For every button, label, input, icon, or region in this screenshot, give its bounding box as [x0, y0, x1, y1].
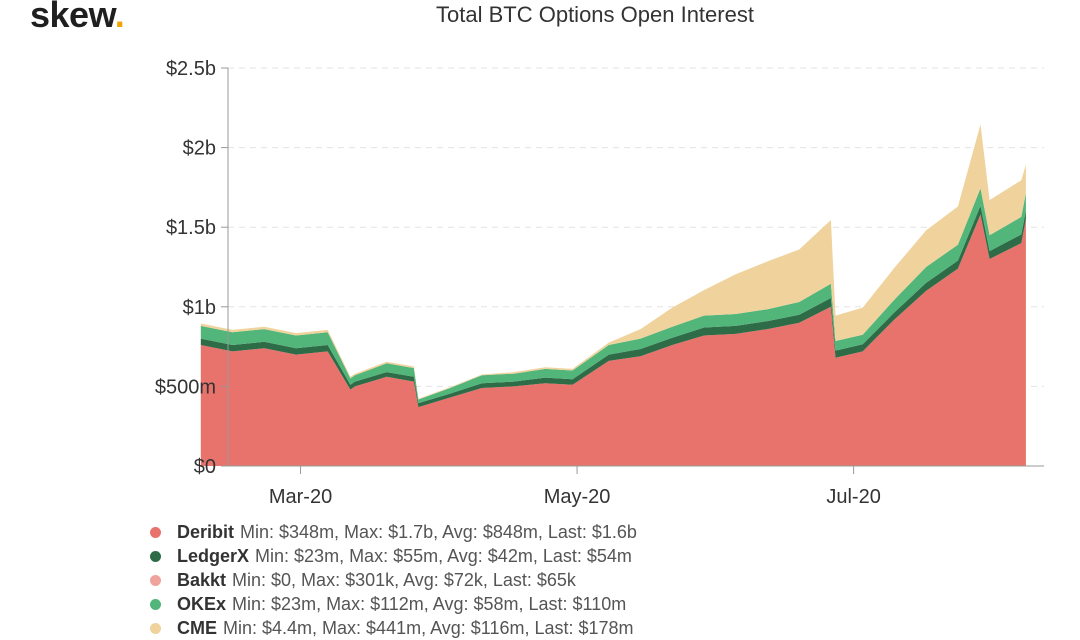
y-tick-label: $1.5b: [166, 217, 216, 239]
x-tick-label: Mar-20: [269, 486, 332, 508]
legend-item-ledgerx[interactable]: LedgerX Min: $23m, Max: $55m, Avg: $42m, …: [150, 544, 637, 568]
legend-item-bakkt[interactable]: Bakkt Min: $0, Max: $301k, Avg: $72k, Las…: [150, 568, 637, 592]
x-tick-label: May-20: [544, 486, 611, 508]
legend-series-name: Deribit: [177, 522, 234, 542]
legend-marker-icon: [150, 527, 161, 538]
y-tick-label: $500m: [155, 376, 216, 398]
legend-series-name: LedgerX: [177, 546, 249, 566]
legend-series-name: Bakkt: [177, 570, 226, 590]
y-tick-label: $2.5b: [166, 58, 216, 80]
legend: Deribit Min: $348m, Max: $1.7b, Avg: $848…: [150, 520, 637, 640]
legend-series-stats: Min: $23m, Max: $112m, Avg: $58m, Last: …: [232, 594, 626, 614]
legend-marker-icon: [150, 551, 161, 562]
legend-item-cme[interactable]: CME Min: $4.4m, Max: $441m, Avg: $116m, L…: [150, 616, 637, 640]
y-tick-label: $2b: [183, 138, 216, 160]
legend-marker-icon: [150, 599, 161, 610]
legend-series-stats: Min: $0, Max: $301k, Avg: $72k, Last: $6…: [232, 570, 576, 590]
legend-series-name: OKEx: [177, 594, 226, 614]
y-tick-label: $1b: [183, 297, 216, 319]
legend-item-okex[interactable]: OKEx Min: $23m, Max: $112m, Avg: $58m, La…: [150, 592, 637, 616]
legend-series-name: CME: [177, 618, 217, 638]
legend-item-deribit[interactable]: Deribit Min: $348m, Max: $1.7b, Avg: $848…: [150, 520, 637, 544]
stacked-areas: [201, 125, 1026, 467]
x-tick-label: Jul-20: [826, 486, 880, 508]
legend-marker-icon: [150, 575, 161, 586]
legend-series-stats: Min: $348m, Max: $1.7b, Avg: $848m, Last…: [240, 522, 637, 542]
legend-series-stats: Min: $23m, Max: $55m, Avg: $42m, Last: $…: [255, 546, 632, 566]
legend-marker-icon: [150, 623, 161, 634]
legend-series-stats: Min: $4.4m, Max: $441m, Avg: $116m, Last…: [223, 618, 634, 638]
y-tick-label: $0: [194, 456, 216, 478]
